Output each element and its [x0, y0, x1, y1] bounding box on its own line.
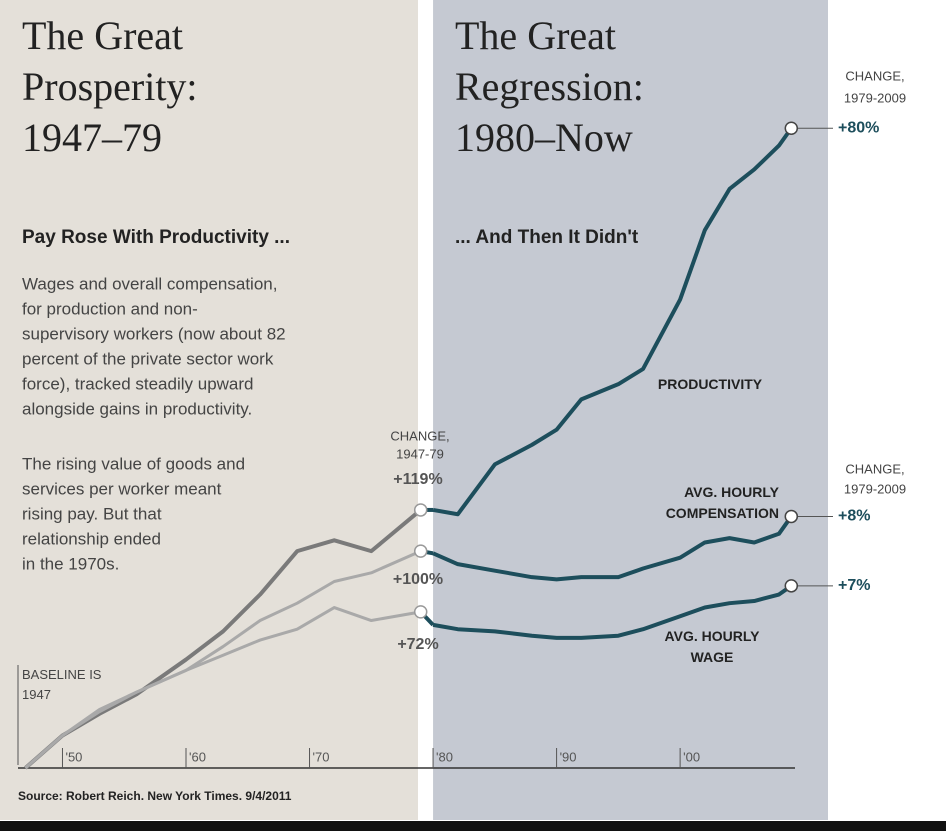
x-tick-label: '80 — [436, 749, 453, 764]
x-tick-label: '70 — [313, 749, 330, 764]
panel-title: 1947–79 — [22, 115, 162, 160]
panel-title: Prosperity: — [22, 64, 198, 109]
panel-title: The Great — [22, 13, 183, 58]
panel-title: 1980–Now — [455, 115, 633, 160]
line-late — [432, 515, 793, 582]
marker — [413, 503, 428, 517]
right-panel — [433, 0, 828, 820]
panel-title: Regression: — [455, 64, 644, 109]
change-early: +72% — [397, 636, 438, 653]
bottom-bar — [0, 821, 946, 831]
note-line: Wages and overall compensation, — [22, 274, 277, 293]
change-early: +100% — [393, 571, 443, 588]
panel-subtitle: ... And Then It Didn't — [455, 227, 639, 248]
line-early — [24, 606, 421, 770]
marker — [413, 544, 428, 558]
left-panel — [0, 0, 418, 820]
source: Source: Robert Reich. New York Times. 9/… — [18, 789, 292, 803]
note-line: relationship ended — [22, 529, 161, 548]
change-heading: CHANGE, — [845, 461, 904, 476]
note-line: for production and non- — [22, 299, 198, 318]
change-heading: CHANGE, — [845, 68, 904, 83]
note-line: The rising value of goods and — [22, 454, 245, 473]
change-heading: 1979-2009 — [844, 481, 906, 496]
x-tick-label: '50 — [65, 749, 82, 764]
marker — [413, 605, 428, 619]
note-line: percent of the private sector work — [22, 349, 274, 368]
change-late: +8% — [838, 508, 870, 525]
change-heading: 1947-79 — [396, 446, 444, 461]
series-label: AVG. HOURLY WAGE — [664, 628, 760, 665]
change-heading: 1979-2009 — [844, 90, 906, 105]
baseline-label: BASELINE IS 1947 — [22, 667, 102, 702]
note-line: alongside gains in productivity. — [22, 399, 252, 418]
line-late — [432, 584, 793, 640]
note-line: in the 1970s. — [22, 554, 119, 573]
marker — [784, 509, 799, 524]
series-label: PRODUCTIVITY — [657, 376, 763, 392]
note-line: force), tracked steadily upward — [22, 374, 254, 393]
marker — [784, 579, 799, 593]
note-line: services per worker meant — [22, 479, 222, 498]
change-late: +80% — [838, 119, 879, 136]
x-tick-label: '90 — [560, 749, 577, 764]
panel-title: The Great — [455, 13, 616, 58]
change-heading: CHANGE, — [390, 428, 449, 443]
change-early: +119% — [393, 471, 442, 488]
line-late — [432, 127, 793, 517]
note-line: rising pay. But that — [22, 504, 162, 523]
panel-subtitle: Pay Rose With Productivity ... — [22, 227, 290, 248]
marker — [784, 121, 799, 136]
series-label: AVG. HOURLY COMPENSATION — [665, 484, 779, 521]
note-line: supervisory workers (now about 82 — [22, 324, 286, 343]
change-late: +7% — [838, 577, 870, 594]
x-tick-label: '60 — [189, 749, 206, 764]
x-tick-label: '00 — [683, 749, 700, 764]
